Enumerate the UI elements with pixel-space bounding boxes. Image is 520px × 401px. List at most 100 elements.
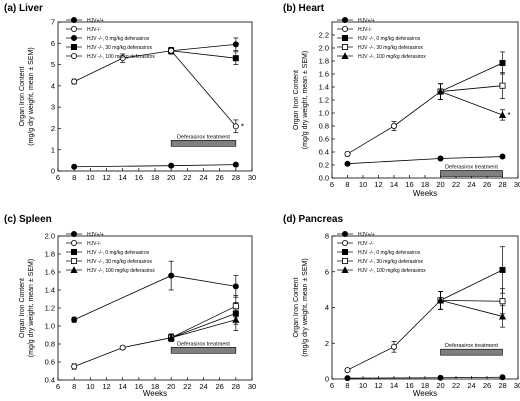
series-line bbox=[440, 299, 503, 302]
legend: HJV+/+ HJV-/- HJV -/-, 0 mg/kg deferasirox… bbox=[337, 16, 426, 60]
data-point bbox=[168, 272, 175, 279]
treatment-bar bbox=[170, 140, 237, 147]
y-tick-label: 0.6 bbox=[319, 135, 329, 144]
y-tick-label: 1.2 bbox=[45, 304, 55, 313]
treatment-bar bbox=[440, 170, 503, 177]
data-point bbox=[71, 316, 78, 323]
series-1 bbox=[71, 260, 239, 323]
series-5 bbox=[167, 308, 240, 342]
y-tick-label: 2 bbox=[325, 339, 329, 348]
legend-entry: HJV -/-, 30 mg/kg deferasirox bbox=[358, 45, 424, 51]
x-tick-label: 10 bbox=[86, 382, 94, 391]
legend-marker bbox=[341, 266, 349, 274]
y-tick-label: 0.4 bbox=[45, 376, 55, 385]
x-tick-label: 28 bbox=[498, 180, 506, 189]
y-tick-label: 6 bbox=[325, 267, 329, 276]
x-tick-label: 16 bbox=[405, 381, 413, 390]
data-point bbox=[232, 55, 239, 62]
chart-panel-3: (c) Spleen 6 8 10 12 14 16 18 20 22 24 26 28 30 0.4 0.6… bbox=[4, 214, 256, 398]
treatment-label: Deferasirox treatment bbox=[445, 343, 498, 349]
legend-marker bbox=[71, 25, 78, 32]
data-point bbox=[119, 55, 126, 62]
legend-marker bbox=[70, 266, 78, 274]
legend-marker bbox=[71, 16, 78, 23]
data-point bbox=[437, 155, 444, 162]
series-line bbox=[171, 43, 236, 52]
y-tick-label: 0 bbox=[51, 167, 55, 176]
x-axis-label: Weeks bbox=[143, 389, 167, 398]
x-tick-label: 18 bbox=[421, 381, 429, 390]
data-point bbox=[499, 266, 506, 273]
data-point bbox=[344, 367, 351, 374]
x-tick-label: 8 bbox=[345, 180, 349, 189]
legend: HJV+/+ HJV-/- HJV -/-, 0 mg/kg deferasirox… bbox=[66, 16, 155, 60]
y-tick-label: 1.4 bbox=[319, 83, 329, 92]
x-tick-label: 18 bbox=[151, 382, 159, 391]
y-tick-label: 4 bbox=[51, 81, 55, 90]
series-line bbox=[171, 319, 236, 339]
x-tick-label: 20 bbox=[167, 173, 175, 182]
legend-entry: HJV -/-, 30 mg/kg deferasirox bbox=[87, 259, 153, 265]
legend-entry: HJV -/-, 0 mg/kg deferasirox bbox=[87, 250, 150, 256]
legend-marker bbox=[341, 257, 348, 264]
data-point bbox=[390, 123, 397, 130]
y-axis-label: Organ Iron Content bbox=[293, 277, 300, 337]
y-tick-label: 0.2 bbox=[319, 161, 329, 170]
series-line bbox=[440, 62, 503, 92]
treatment-label: Deferasirox treatment bbox=[177, 134, 230, 140]
legend-marker bbox=[341, 25, 348, 32]
y-tick-label: 1.2 bbox=[319, 96, 329, 105]
series-line bbox=[74, 164, 236, 168]
data-point bbox=[232, 123, 239, 130]
legend-entry: HJV -/-, 0 mg/kg deferasirox bbox=[358, 36, 421, 42]
data-point bbox=[71, 163, 78, 170]
x-tick-label: 24 bbox=[467, 180, 475, 189]
x-axis-label: Weeks bbox=[413, 189, 437, 198]
y-axis-label-units: (mg/g dry weight, mean ± SEM) bbox=[28, 259, 35, 357]
series-3 bbox=[437, 51, 506, 100]
x-tick-label: 24 bbox=[467, 381, 475, 390]
x-axis-label: Weeks bbox=[413, 389, 437, 398]
x-tick-label: 10 bbox=[359, 381, 367, 390]
data-point bbox=[344, 375, 351, 382]
data-point bbox=[390, 343, 397, 350]
data-point bbox=[498, 312, 507, 320]
x-tick-label: 26 bbox=[215, 382, 223, 391]
x-tick-label: 30 bbox=[514, 381, 520, 390]
y-axis-label: Organ Iron Content bbox=[293, 70, 300, 130]
y-tick-label: 1.8 bbox=[319, 57, 329, 66]
series-line bbox=[74, 275, 236, 321]
series-line bbox=[440, 91, 503, 116]
legend-entry: HJV-/- bbox=[87, 27, 101, 33]
legend-marker bbox=[71, 35, 78, 42]
legend-entry: HJV-/- bbox=[87, 241, 101, 247]
x-tick-label: 22 bbox=[452, 381, 460, 390]
series-5 bbox=[436, 291, 507, 328]
y-tick-label: 3 bbox=[51, 103, 55, 112]
legend-marker bbox=[71, 53, 78, 60]
y-tick-label: 1.8 bbox=[45, 250, 55, 259]
x-tick-label: 26 bbox=[483, 180, 491, 189]
series-2 bbox=[344, 291, 444, 374]
data-point bbox=[499, 82, 506, 89]
x-tick-label: 8 bbox=[72, 382, 76, 391]
legend-entry: HJV -/-, 30 mg/kg deferasirox bbox=[358, 259, 424, 265]
panel-title: (d) Pancreas bbox=[283, 214, 343, 225]
series-4 bbox=[437, 288, 506, 315]
x-tick-label: 14 bbox=[118, 173, 126, 182]
panel-title: (b) Heart bbox=[283, 3, 325, 14]
significance-marker: * bbox=[508, 111, 511, 120]
y-axis-label: Organ Iron Content bbox=[19, 66, 26, 126]
series-line bbox=[440, 299, 503, 317]
series-line bbox=[74, 337, 172, 367]
y-tick-label: 1.0 bbox=[45, 322, 55, 331]
legend-entry: HJV -/-, 100 mg/kg deferasirox bbox=[358, 54, 426, 60]
x-tick-label: 18 bbox=[151, 173, 159, 182]
data-point bbox=[232, 283, 239, 290]
data-point bbox=[71, 78, 78, 85]
legend-entry: HJV -/-, 0 mg/kg deferasirox bbox=[358, 250, 421, 256]
y-tick-label: 1 bbox=[51, 145, 55, 154]
series-line bbox=[440, 269, 503, 301]
